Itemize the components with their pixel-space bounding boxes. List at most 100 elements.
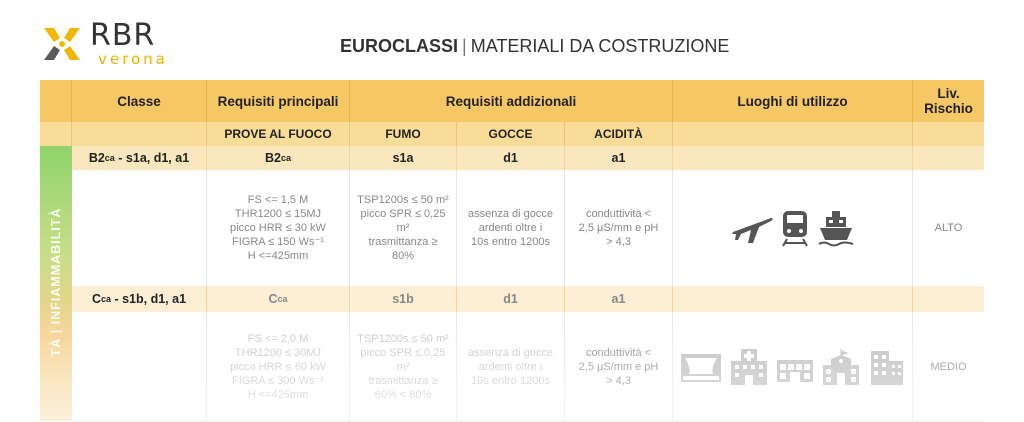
req-line: conduttività < — [585, 208, 652, 220]
gocce-value: d1 — [457, 286, 565, 312]
req-line: 10s entro 1200s — [471, 374, 550, 387]
header-requisiti-addizionali: Requisiti addizionali — [350, 80, 673, 122]
detail-classe-blank — [72, 312, 207, 421]
page-title-rest: MATERIALI DA COSTRUZIONE — [470, 36, 730, 56]
class-sub: ca — [100, 294, 111, 304]
req-line: FS <= 1,5 M — [247, 194, 309, 206]
office-building-icon — [870, 350, 903, 385]
page-title-bold: EUROCLASSI — [340, 36, 459, 56]
class-suffix: - s1a, d1, a1 — [114, 151, 190, 165]
shops-icon — [776, 359, 813, 382]
req-line: FIGRA ≤ 300 Ws⁻¹ — [232, 374, 324, 387]
table-subheader-row: PROVE AL FUOCO FUMO GOCCE ACIDITÀ — [40, 122, 984, 147]
logo-text: RBR — [90, 18, 156, 53]
subheader-fumo: FUMO — [350, 122, 457, 146]
header-blank — [40, 80, 72, 122]
side-label: TÀ | INFIAMMABILITÀ — [49, 207, 63, 357]
fumo-value: s1a — [350, 146, 457, 170]
req-gocce: assenza di gocce ardenti oltre i 10s ent… — [457, 312, 565, 421]
rbr-logo[interactable]: RBR verona — [40, 18, 180, 72]
prova-main: C — [268, 292, 278, 306]
rischio-value: ALTO — [934, 222, 963, 234]
req-line: ardenti oltre i — [478, 222, 543, 234]
header-requisiti-principali: Requisiti principali — [207, 80, 350, 122]
page-title: EUROCLASSI | MATERIALI DA COSTRUZIONE — [340, 36, 729, 57]
prova-sub: ca — [277, 294, 288, 304]
class-main: C — [91, 292, 101, 306]
detail-row-c: FS <= 2,0 M THR1200 ≤ 30MJ picco HRR ≤ 6… — [72, 312, 984, 422]
req-line: 80% — [391, 250, 415, 262]
req-line: trasmittanza ≥ — [368, 374, 438, 387]
req-principali: FS <= 1,5 M THR1200 ≤ 15MJ picco HRR ≤ 3… — [207, 170, 350, 286]
table-header-row: Classe Requisiti principali Requisiti ad… — [40, 80, 984, 123]
title-separator: | — [462, 36, 467, 56]
luoghi-blank — [673, 286, 913, 312]
req-line: assenza di gocce — [468, 346, 553, 359]
ship-icon — [817, 211, 853, 247]
gocce-value: d1 — [457, 146, 565, 170]
req-line: THR1200 ≤ 30MJ — [234, 346, 322, 359]
header-luoghi: Luoghi di utilizzo — [673, 80, 913, 122]
logo-subtext: verona — [98, 50, 168, 68]
req-line: FIGRA ≤ 150 Ws⁻¹ — [232, 236, 324, 248]
req-line: H <=425mm — [247, 388, 309, 401]
req-line: 10s entro 1200s — [471, 236, 550, 248]
prova-label: B2 ca — [207, 146, 350, 170]
req-line: TSP1200s ≤ 50 m² — [357, 332, 449, 345]
acidita-value: a1 — [565, 146, 673, 170]
subheader-rischio-blank — [913, 122, 984, 146]
acidita-value: a1 — [565, 286, 673, 312]
theater-icon — [680, 353, 721, 382]
rischio-value: MEDIO — [930, 360, 967, 373]
req-line: picco HRR ≤ 60 kW — [230, 360, 326, 373]
header-liv-rischio: Liv. Rischio — [924, 86, 973, 116]
req-acidita: conduttività < 2,5 µS/mm e pH > 4,3 — [565, 312, 673, 421]
class-row-b2: B2 ca - s1a, d1, a1 B2 ca s1a d1 a1 — [72, 146, 984, 171]
class-label: B2 ca - s1a, d1, a1 — [72, 146, 207, 170]
train-icon — [781, 211, 808, 247]
subheader-gocce: GOCCE — [457, 122, 565, 146]
prova-sub: ca — [280, 153, 291, 163]
luoghi-icons — [673, 312, 913, 421]
req-line: ardenti oltre i — [478, 360, 543, 373]
req-line: TSP1200s ≤ 50 m² — [357, 194, 449, 206]
req-line: picco SPR ≤ 0,25 — [360, 346, 446, 359]
class-suffix: - s1b, d1, a1 — [111, 292, 187, 306]
req-line: H <=425mm — [247, 250, 309, 262]
luoghi-icons — [673, 170, 913, 286]
req-line: 2,5 µS/mm e pH — [578, 360, 659, 373]
req-line: picco SPR ≤ 0,25 — [360, 208, 446, 220]
req-line: assenza di gocce — [468, 208, 553, 220]
class-main: B2 — [88, 151, 105, 165]
req-fumo: TSP1200s ≤ 50 m² picco SPR ≤ 0,25 m² tra… — [350, 170, 457, 286]
rischio-blank — [913, 146, 984, 170]
detail-row-b2: FS <= 1,5 M THR1200 ≤ 15MJ picco HRR ≤ 3… — [72, 170, 984, 287]
hospital-icon — [730, 348, 767, 385]
subheader-luoghi-blank — [673, 122, 913, 146]
req-gocce: assenza di gocce ardenti oltre i 10s ent… — [457, 170, 565, 286]
req-line: m² — [396, 360, 410, 373]
rischio-blank — [913, 286, 984, 312]
req-line: trasmittanza ≥ — [368, 236, 438, 248]
detail-classe-blank — [72, 170, 207, 286]
subheader-classe-blank — [72, 122, 207, 146]
req-line: THR1200 ≤ 15MJ — [234, 208, 322, 220]
req-line: FS <= 2,0 M — [247, 332, 309, 345]
airplane-icon — [731, 217, 772, 243]
req-line: > 4,3 — [606, 236, 631, 248]
logo-mark-icon — [44, 28, 80, 60]
req-principali: FS <= 2,0 M THR1200 ≤ 30MJ picco HRR ≤ 6… — [207, 312, 350, 421]
header-classe: Classe — [72, 80, 207, 122]
req-line: m² — [396, 222, 410, 234]
req-line: 2,5 µS/mm e pH — [578, 222, 659, 234]
req-line: > 4,3 — [606, 374, 631, 387]
req-line: conduttività < — [585, 346, 652, 359]
prova-main: B2 — [265, 151, 281, 165]
req-acidita: conduttività < 2,5 µS/mm e pH > 4,3 — [565, 170, 673, 286]
risk-gradient-band: TÀ | INFIAMMABILITÀ — [40, 146, 72, 421]
req-fumo: TSP1200s ≤ 50 m² picco SPR ≤ 0,25 m² tra… — [350, 312, 457, 421]
class-sub: ca — [104, 153, 115, 163]
